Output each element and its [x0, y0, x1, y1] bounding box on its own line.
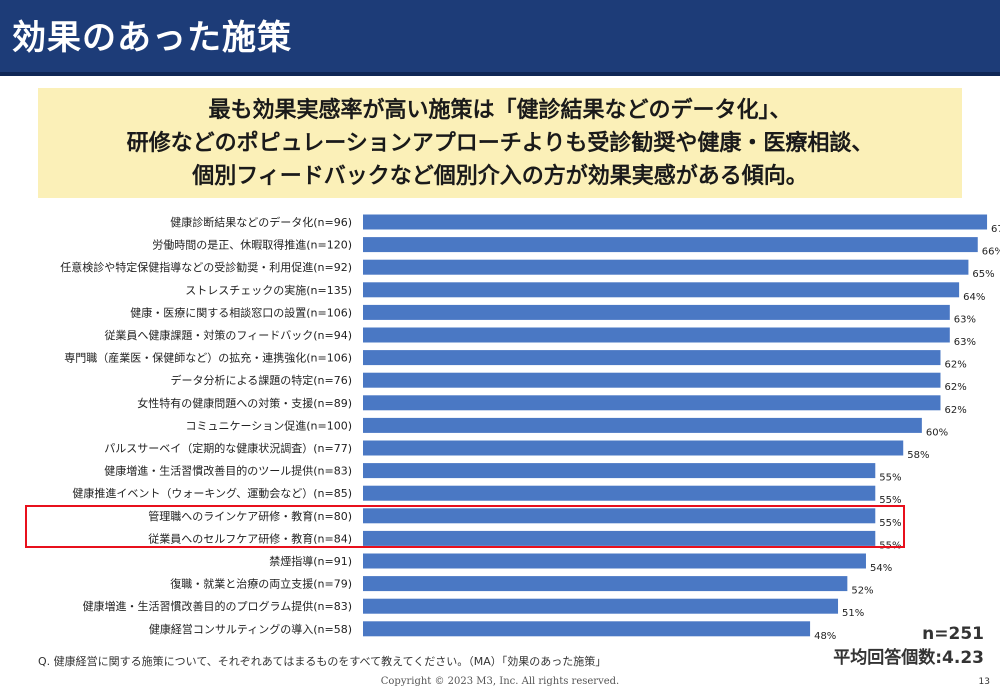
value-label: 65% [972, 269, 994, 280]
category-label: 健康増進・生活習慣改善目的のプログラム提供(n=83) [83, 599, 352, 613]
category-label: パルスサーベイ（定期的な健康状況調査）(n=77) [104, 441, 352, 455]
bar [363, 508, 876, 524]
value-label: 63% [954, 337, 976, 348]
bar [363, 598, 839, 614]
value-label: 64% [963, 292, 985, 303]
callout-line-1: 最も効果実感率が高い施策は「健診結果などのデータ化」、 [208, 97, 792, 123]
bar [363, 259, 969, 275]
category-label: 復職・就業と治療の両立支援(n=79) [170, 577, 352, 591]
sample-size: n=251 [922, 624, 984, 644]
category-label: 健康推進イベント（ウォーキング、運動会など）(n=85) [72, 486, 352, 500]
category-label: 専門職（産業医・保健師など）の拡充・連携強化(n=106) [64, 351, 352, 365]
value-label: 62% [944, 405, 966, 416]
value-label: 54% [870, 563, 892, 574]
value-label: 63% [954, 314, 976, 325]
callout-line-3: 個別フィードバックなど個別介入の方が効果実感がある傾向。 [192, 163, 808, 189]
value-label: 48% [814, 631, 836, 642]
page-title: 効果のあった施策 [12, 18, 292, 58]
category-label: 管理職へのラインケア研修・教育(n=80) [148, 509, 352, 523]
category-label: 任意検診や特定保健指導などの受診勧奨・利用促進(n=92) [60, 260, 352, 274]
bar [363, 214, 988, 230]
value-label: 62% [944, 360, 966, 371]
category-label: 従業員へ健康課題・対策のフィードバック(n=94) [104, 328, 352, 342]
summary-stats: n=251 平均回答個数:4.23 [833, 622, 984, 670]
value-label: 55% [879, 540, 901, 551]
category-label: 禁煙指導(n=91) [269, 554, 352, 568]
value-label: 55% [879, 518, 901, 529]
value-label: 58% [907, 450, 929, 461]
bar [363, 327, 950, 343]
category-label: 女性特有の健康問題への対策・支援(n=89) [137, 396, 352, 410]
value-label: 52% [851, 586, 873, 597]
bar [363, 237, 978, 253]
average-answers: 平均回答個数:4.23 [833, 648, 984, 668]
category-label: ストレスチェックの実施(n=135) [185, 283, 352, 297]
header-bar: 効果のあった施策 [0, 0, 1000, 76]
value-label: 62% [944, 382, 966, 393]
category-label: 健康経営コンサルティングの導入(n=58) [149, 622, 352, 636]
value-label: 66% [982, 247, 1000, 258]
value-label: 51% [842, 608, 864, 619]
bar [363, 372, 941, 388]
bar [363, 463, 876, 479]
bar [363, 440, 904, 456]
value-label: 55% [879, 473, 901, 484]
bar [363, 553, 866, 569]
value-label: 67% [991, 224, 1000, 235]
highlight-box [25, 505, 905, 548]
survey-question: Q. 健康経営に関する施策について、それぞれあてはまるものをすべて教えてください… [38, 655, 607, 668]
bar [363, 304, 950, 320]
category-label: 健康・医療に関する相談窓口の設置(n=106) [130, 305, 352, 319]
callout-line-2: 研修などのポピュレーションアプローチよりも受診勧奨や健康・医療相談、 [126, 130, 874, 156]
copyright: Copyright © 2023 M3, Inc. All rights res… [380, 676, 620, 687]
category-label: 健康増進・生活習慣改善目的のツール提供(n=83) [104, 464, 352, 478]
bar [363, 282, 960, 298]
value-label: 60% [926, 427, 948, 438]
bar [363, 395, 941, 411]
value-label: 55% [879, 495, 901, 506]
category-label: 健康診断結果などのデータ化(n=96) [170, 215, 352, 229]
bar [363, 417, 922, 433]
category-label: コミュニケーション促進(n=100) [185, 418, 352, 432]
bar [363, 621, 811, 637]
category-label: 労働時間の是正、休暇取得推進(n=120) [152, 238, 352, 252]
category-label: 従業員へのセルフケア研修・教育(n=84) [148, 531, 352, 545]
callout-box: 最も効果実感率が高い施策は「健診結果などのデータ化」、 研修などのポピュレーショ… [38, 88, 962, 198]
bar [363, 576, 848, 592]
bar [363, 485, 876, 501]
bar [363, 350, 941, 366]
bar [363, 530, 876, 546]
category-label: データ分析による課題の特定(n=76) [171, 373, 352, 387]
page-number: 13 [978, 677, 990, 687]
